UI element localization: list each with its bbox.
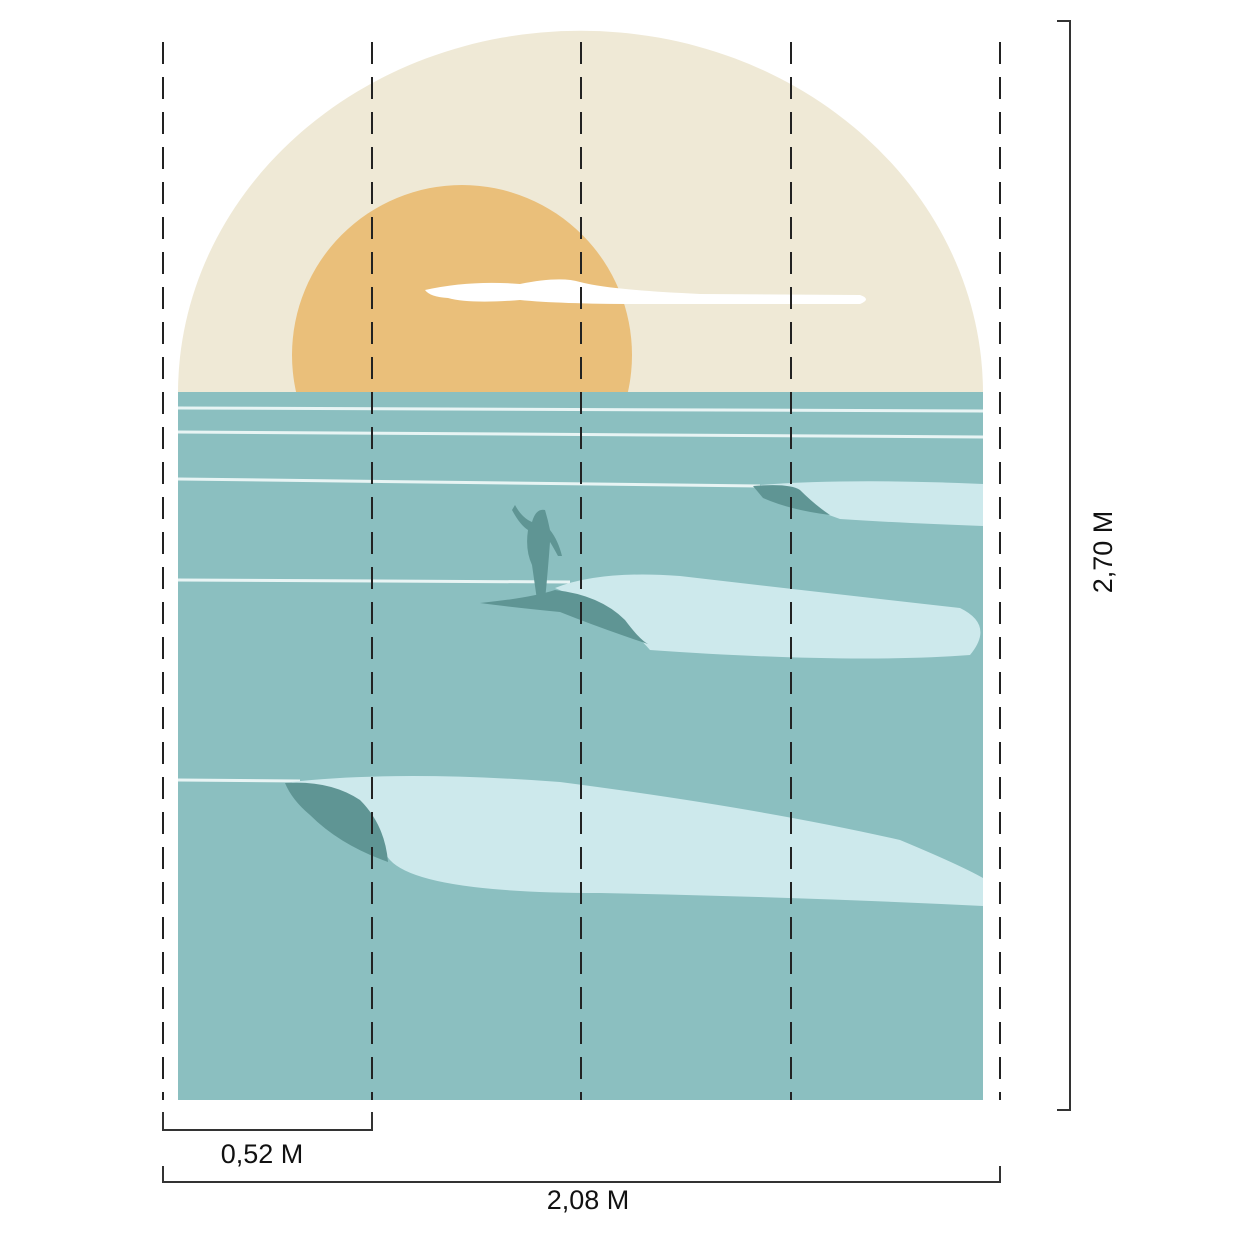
panel-bracket (162, 1112, 373, 1131)
total-width-label: 2,08 M (547, 1185, 630, 1215)
width-bracket (162, 1166, 1001, 1183)
panel-width-label: 0,52 M (221, 1139, 304, 1169)
panel-lines (162, 42, 1001, 1100)
height-bracket (1057, 20, 1071, 1111)
height-label: 2,70 M (1088, 511, 1118, 594)
